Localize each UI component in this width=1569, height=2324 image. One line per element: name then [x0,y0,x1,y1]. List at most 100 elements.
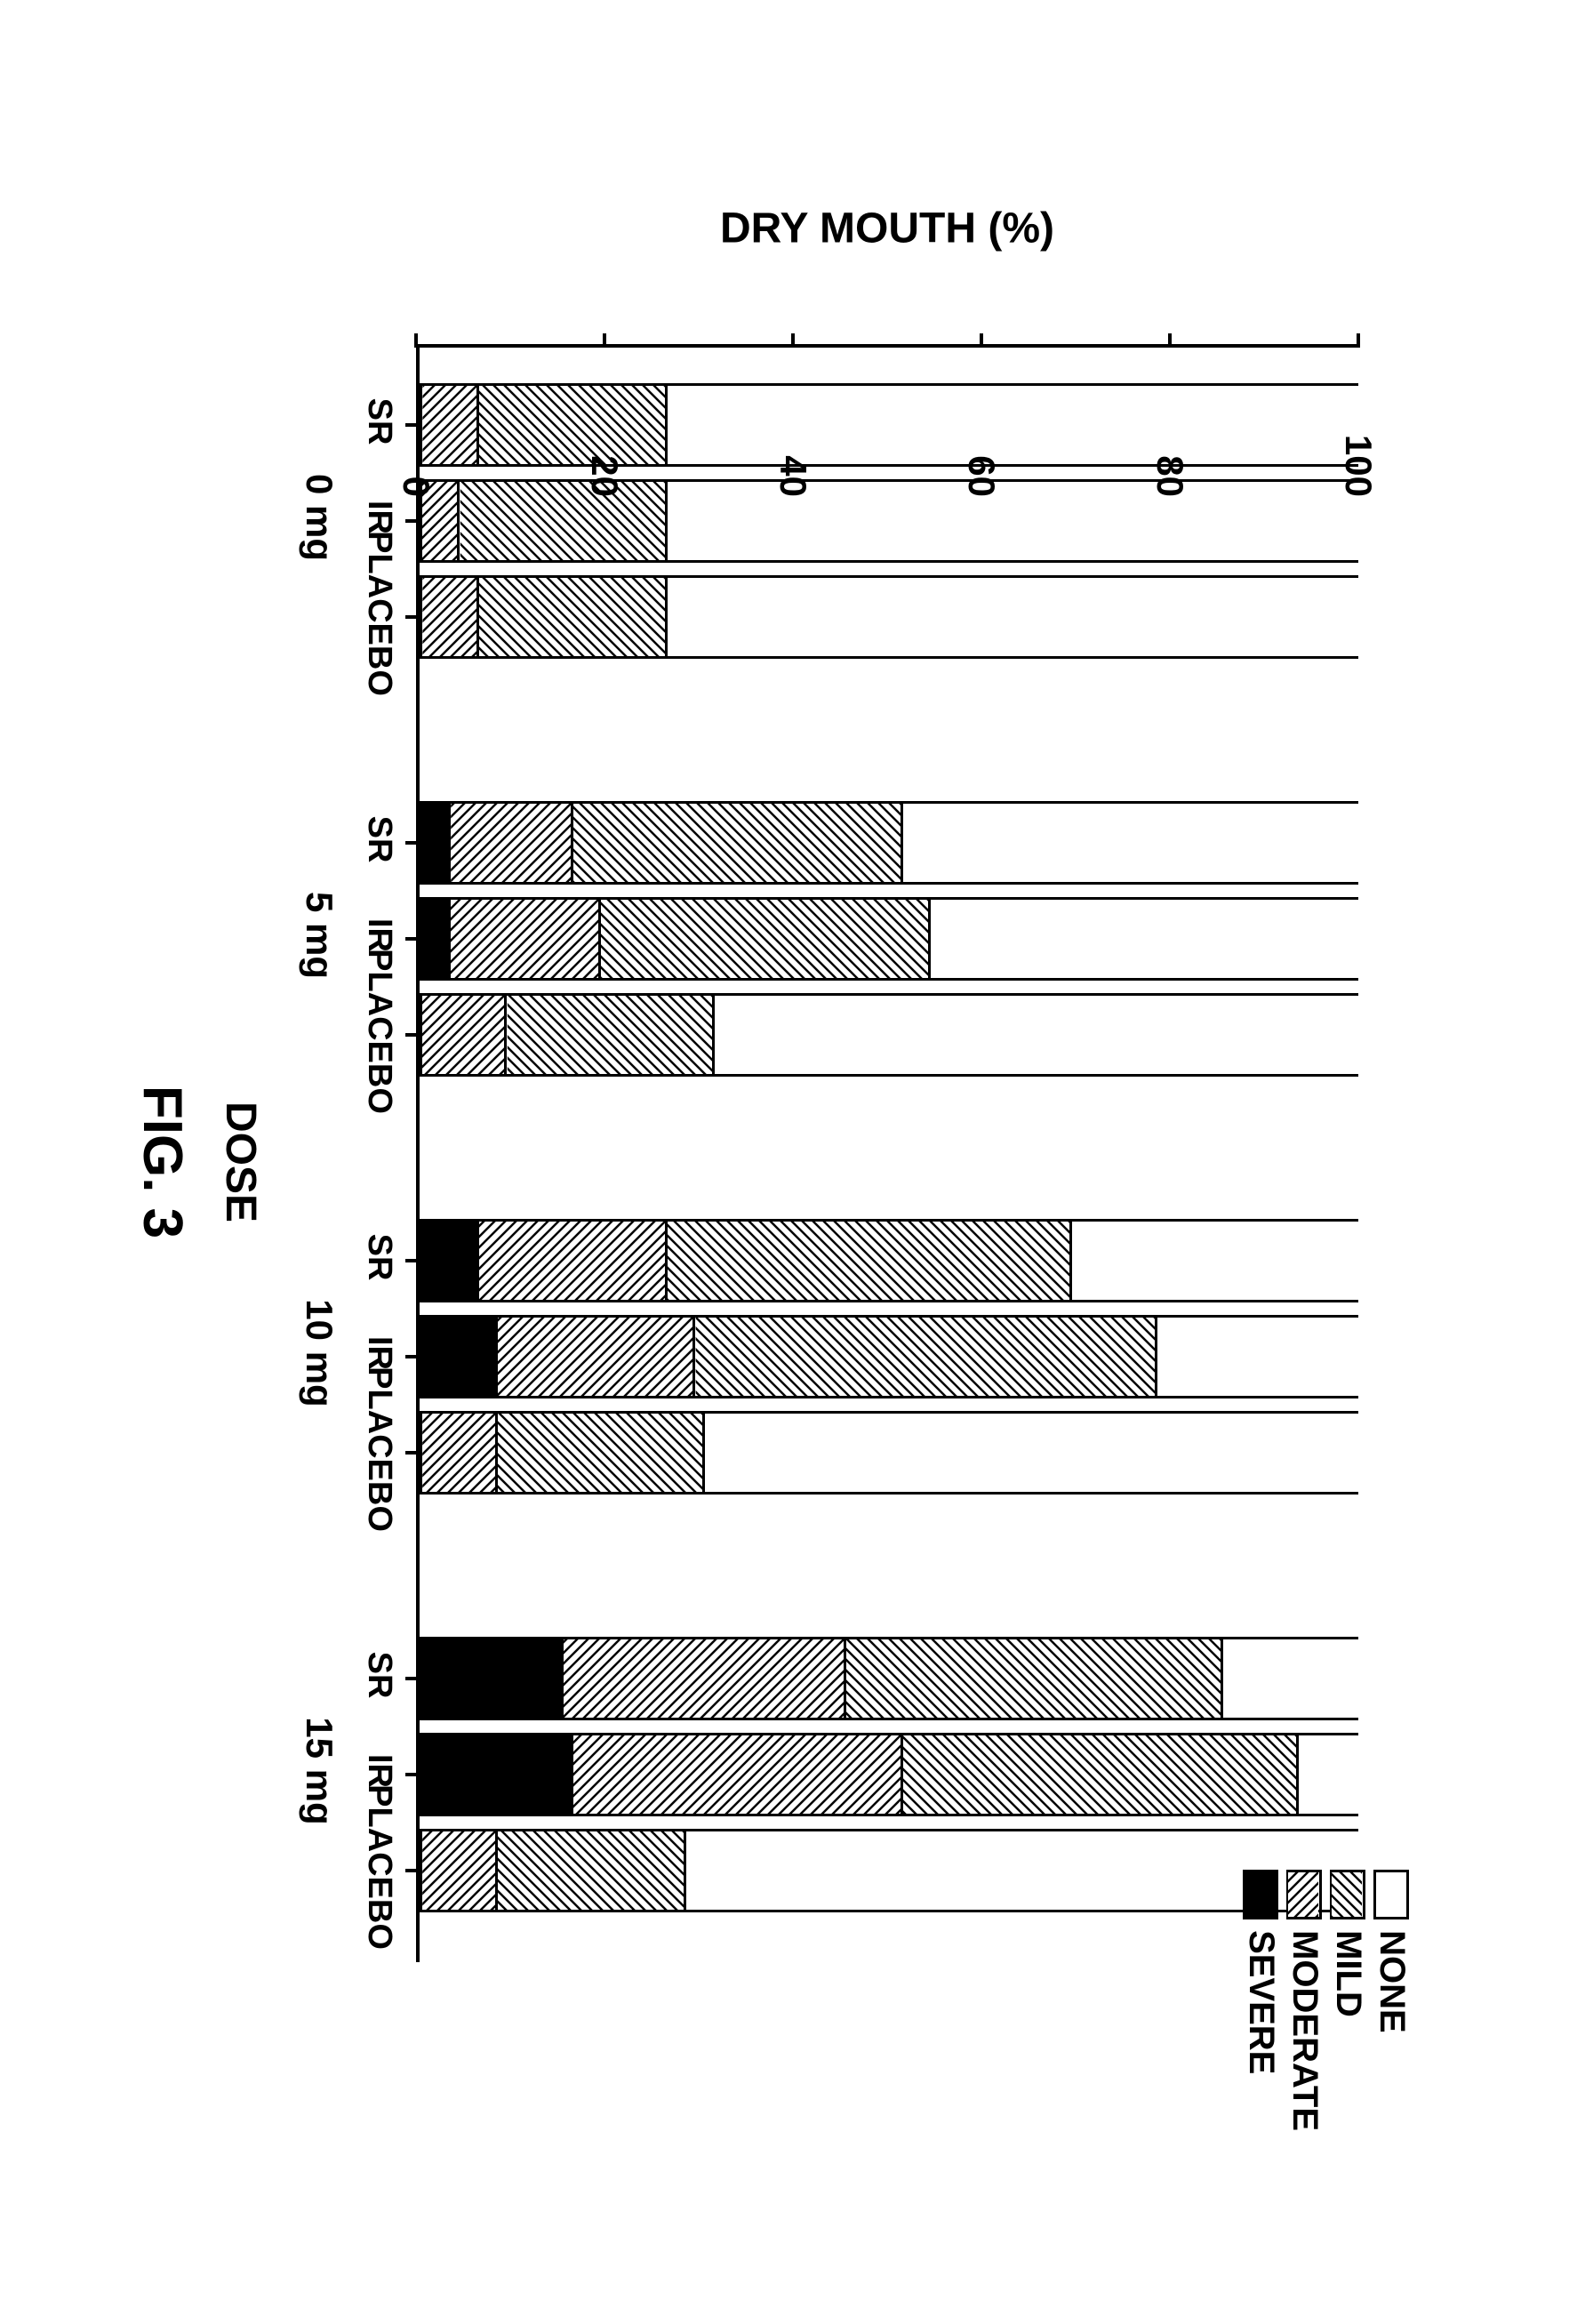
bar-segment-moderate [450,900,601,978]
bar-segment-mild [667,1222,1072,1300]
bar-x-label: PLACEBO [360,531,398,696]
chart-rotated-wrapper: DRY MOUTH (%) DOSE FIG. 3 NONE MILD MODE… [140,184,1429,2140]
legend-label: NONE [1372,1930,1412,2033]
y-tick [603,333,606,348]
figure-label: FIG. 3 [131,1086,194,1238]
bar-segment-none [714,996,1364,1074]
bar-segment-moderate [422,386,479,464]
x-tick [405,1773,420,1776]
x-tick [405,1869,420,1872]
y-tick-label: 40 [772,455,814,497]
bar-segment-moderate [450,804,572,882]
bar-x-label: PLACEBO [360,1366,398,1532]
dose-label: 10 mg [298,1299,340,1406]
bar-x-label: IR [360,918,398,952]
x-tick [405,1677,420,1680]
bar-segment-moderate [422,578,479,656]
bar-x-label: PLACEBO [360,1784,398,1950]
bar [420,897,1358,981]
bar-segment-severe [422,1639,564,1718]
bar-segment-moderate [422,1831,498,1910]
x-tick [405,937,420,941]
bar-x-label: PLACEBO [360,949,398,1114]
y-tick-label: 20 [583,455,626,497]
bar-segment-mild [497,1831,685,1910]
bar-segment-none [667,578,1364,656]
bar [420,1637,1358,1720]
bar-group [420,1219,1358,1495]
bar-segment-moderate [422,996,507,1074]
y-tick-label: 0 [395,477,437,497]
bar-segment-none [667,386,1364,464]
bar-x-label: SR [360,816,398,863]
dose-label: 5 mg [298,892,340,979]
bar-segment-severe [422,1222,479,1300]
chart-area: DRY MOUTH (%) DOSE FIG. 3 NONE MILD MODE… [140,184,1429,2140]
y-tick [1168,333,1172,348]
x-tick [405,1033,420,1037]
bar-segment-none [705,1414,1365,1492]
bar-segment-none [931,900,1365,978]
legend-swatch-mild [1330,1870,1365,1919]
bar-segment-none [902,804,1364,882]
bar-x-label: SR [360,1652,398,1699]
bar-segment-mild [460,482,667,560]
legend-item-severe: SEVERE [1241,1870,1281,2131]
bar [420,801,1358,885]
bar-segment-none [1157,1318,1364,1396]
bar-segment-mild [478,578,667,656]
bar-segment-mild [601,900,931,978]
y-axis-title: DRY MOUTH (%) [720,204,1054,253]
y-tick [791,333,795,348]
bar [420,575,1358,659]
bar-x-label: IR [360,501,398,534]
dose-label: 15 mg [298,1717,340,1824]
x-tick [405,841,420,845]
x-tick [405,519,420,523]
y-tick [980,333,983,348]
x-tick [405,423,420,427]
bar-segment-moderate [478,1222,667,1300]
bar-segment-moderate [497,1318,695,1396]
bar-group [420,801,1358,1077]
bar-segment-mild [497,1414,704,1492]
bar-segment-mild [695,1318,1157,1396]
dose-label: 0 mg [298,474,340,561]
bar-segment-mild [507,996,714,1074]
bar-x-label: SR [360,398,398,445]
bar-segment-severe [422,1735,573,1814]
plot-area [416,344,1358,1962]
bar-x-label: IR [360,1336,398,1370]
bar-segment-moderate [572,1735,902,1814]
legend-item-moderate: MODERATE [1285,1870,1325,2131]
legend-item-none: NONE [1372,1870,1412,2131]
legend-item-mild: MILD [1328,1870,1368,2131]
bar-segment-none [1223,1639,1365,1718]
x-tick [405,1451,420,1455]
x-tick [405,1355,420,1358]
bar [420,993,1358,1077]
legend-swatch-none [1373,1870,1409,1919]
bar-segment-severe [422,900,451,978]
bar [420,383,1358,467]
y-tick [1357,333,1360,348]
bar-segment-mild [846,1639,1223,1718]
bar [420,1411,1358,1495]
bar-x-label: IR [360,1754,398,1788]
legend-label: MILD [1328,1930,1368,2017]
bar-segment-severe [422,804,451,882]
y-tick [414,333,418,348]
bar [420,479,1358,563]
legend-swatch-moderate [1286,1870,1322,1919]
bar [420,1733,1358,1816]
bar-segment-none [1298,1735,1364,1814]
x-tick [405,615,420,619]
bar [420,1829,1358,1912]
bar-segment-mild [478,386,667,464]
legend-label: SEVERE [1241,1930,1281,2074]
bar-segment-mild [902,1735,1298,1814]
bar-segment-mild [572,804,902,882]
bar [420,1315,1358,1398]
legend-swatch-severe [1243,1870,1278,1919]
x-tick [405,1259,420,1262]
